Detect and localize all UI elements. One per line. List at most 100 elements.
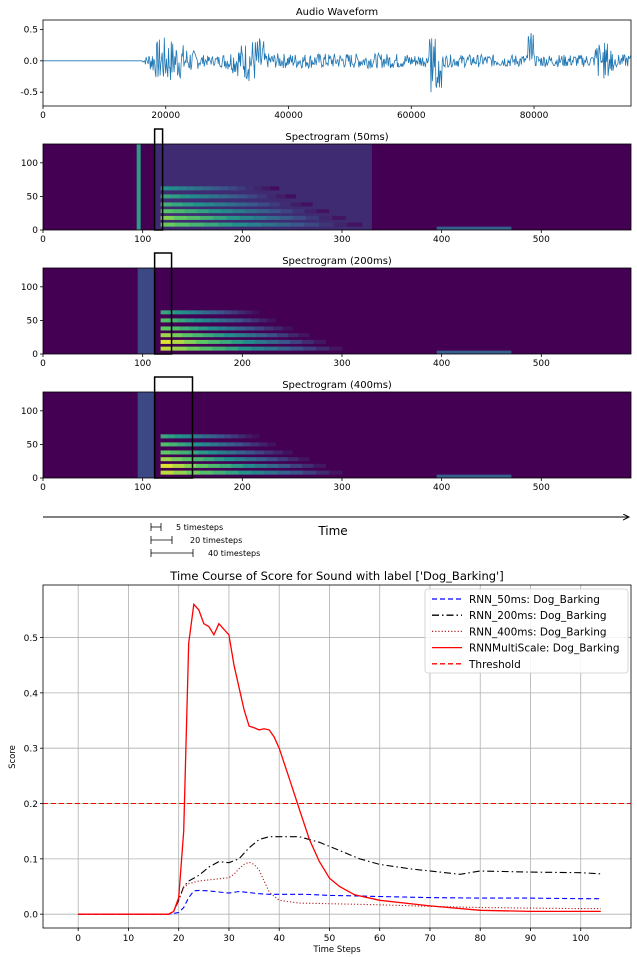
spectrogram-band-segment bbox=[225, 346, 239, 351]
spectrogram-band-segment bbox=[256, 209, 270, 214]
spectrogram-band-segment bbox=[290, 470, 304, 475]
spectrogram-band-segment bbox=[201, 442, 211, 447]
spectrogram-band-segment bbox=[251, 310, 260, 315]
spectrogram-band-segment bbox=[267, 318, 277, 323]
spectrogram-band-segment bbox=[236, 202, 248, 207]
spectrogram-band-segment bbox=[216, 326, 227, 331]
spectrogram-y-tick-label: 100 bbox=[21, 283, 38, 293]
spectrogram-band-segment bbox=[160, 457, 172, 462]
spectrogram-band-segment bbox=[199, 194, 210, 199]
spectrogram-band-segment bbox=[171, 202, 183, 207]
spectrogram-band-segment bbox=[172, 463, 185, 468]
spectrogram-band-segment bbox=[232, 222, 248, 227]
score-x-tick-label: 40 bbox=[273, 934, 285, 944]
spectrogram-band-segment bbox=[184, 463, 197, 468]
spectrogram-band-segment bbox=[316, 209, 330, 214]
spectrogram-band-segment bbox=[195, 463, 209, 468]
spectrogram-band-segment bbox=[195, 310, 204, 315]
spectrogram-band-segment bbox=[188, 450, 199, 455]
spectrogram-band-segment bbox=[287, 333, 299, 338]
spectrogram-band-segment bbox=[230, 434, 239, 439]
spectrogram-onset bbox=[137, 392, 155, 478]
score-x-tick-label: 60 bbox=[374, 934, 386, 944]
spectrogram-band-segment bbox=[244, 434, 253, 439]
spectrogram-low-energy bbox=[436, 474, 512, 478]
highlight-box bbox=[153, 128, 164, 231]
spectrogram-band-segment bbox=[292, 209, 306, 214]
spectrogram-band-segment bbox=[184, 339, 197, 344]
spectrogram-y-tick-label: 0 bbox=[32, 226, 38, 236]
spectrogram-x-tick-label: 500 bbox=[533, 483, 550, 493]
waveform-x-tick-label: 0 bbox=[40, 111, 46, 121]
spectrogram-band-segment bbox=[193, 442, 203, 447]
spectrogram-x-tick-label: 0 bbox=[40, 235, 46, 245]
spectrogram-band-segment bbox=[304, 209, 318, 214]
spectrogram-band-segment bbox=[181, 457, 193, 462]
spectrogram-band-segment bbox=[282, 326, 293, 331]
spectrogram-band-segment bbox=[285, 194, 296, 199]
spectrogram-band-segment bbox=[198, 450, 209, 455]
spectrogram-band-segment bbox=[202, 457, 215, 462]
spectrogram-band-segment bbox=[318, 215, 333, 220]
spectrogram-band-segment bbox=[254, 339, 268, 344]
spectrogram-band-segment bbox=[186, 215, 201, 220]
spectrogram-band-segment bbox=[203, 202, 216, 207]
spectrogram-band-segment bbox=[225, 470, 239, 475]
spectrogram-band-segment bbox=[171, 333, 183, 338]
spectrogram-band-segment bbox=[226, 442, 235, 447]
spectrogram-band-segment bbox=[266, 215, 280, 220]
spectrogram-200ms-title: Spectrogram (200ms) bbox=[282, 256, 392, 267]
spectrogram-band-segment bbox=[179, 326, 190, 331]
spectrogram-band-segment bbox=[179, 194, 191, 199]
spectrogram-band-segment bbox=[290, 463, 303, 468]
spectrogram-band-segment bbox=[200, 215, 214, 220]
spectrogram-band-segment bbox=[298, 333, 310, 338]
spectrogram-band-segment bbox=[270, 186, 280, 191]
spectrogram-band-segment bbox=[226, 326, 237, 331]
spectrogram-x-tick-label: 300 bbox=[333, 483, 350, 493]
spectrogram-band-segment bbox=[279, 215, 294, 220]
score-x-tick-label: 90 bbox=[525, 934, 537, 944]
waveform-axes-frame bbox=[42, 19, 632, 107]
spectrogram-band-segment bbox=[238, 470, 252, 475]
spectrogram-band-segment bbox=[316, 346, 330, 351]
spectrogram-band-segment bbox=[220, 209, 234, 214]
spectrogram-band-segment bbox=[263, 450, 274, 455]
spectrogram-band-segment bbox=[290, 346, 304, 351]
spectrogram-band-segment bbox=[160, 463, 173, 468]
spectrogram-band-segment bbox=[261, 222, 277, 227]
spectrogram-band-segment bbox=[273, 326, 284, 331]
spectrogram-band-segment bbox=[219, 339, 232, 344]
spectrogram-band-segment bbox=[160, 442, 170, 447]
spectrogram-band-segment bbox=[169, 450, 180, 455]
spectrogram-400ms-panel: Spectrogram (400ms) 0 100 200 300 400 500 0 50 1… bbox=[21, 376, 632, 493]
spectrogram-band-segment bbox=[169, 326, 180, 331]
spectrogram-band-segment bbox=[235, 326, 246, 331]
spectrogram-band-segment bbox=[239, 215, 254, 220]
spectrogram-background bbox=[43, 392, 631, 478]
spectrogram-band-segment bbox=[174, 310, 183, 315]
spectrogram-band-segment bbox=[277, 457, 289, 462]
spectrogram-band-segment bbox=[261, 186, 271, 191]
spectrogram-band-segment bbox=[186, 346, 200, 351]
spectrogram-band-segment bbox=[226, 318, 235, 323]
score-x-tick-label: 70 bbox=[424, 934, 436, 944]
spectrogram-band-segment bbox=[259, 442, 268, 447]
spectrogram-band-segment bbox=[237, 310, 246, 315]
spectrogram-band-segment bbox=[245, 333, 257, 338]
spectrogram-band-segment bbox=[303, 470, 317, 475]
spectrogram-band-segment bbox=[234, 442, 244, 447]
spectrogram-band-segment bbox=[304, 222, 320, 227]
spectrogram-band-segment bbox=[252, 215, 267, 220]
spectrogram-band-segment bbox=[318, 222, 334, 227]
spectrogram-x-tick-label: 100 bbox=[134, 483, 151, 493]
spectrogram-x-tick-label: 500 bbox=[533, 235, 550, 245]
spectrogram-band-segment bbox=[268, 202, 281, 207]
spectrogram-band-segment bbox=[199, 346, 213, 351]
spectrogram-band-segment bbox=[209, 318, 219, 323]
score-x-tick-label: 80 bbox=[475, 934, 487, 944]
score-y-tick-label: 0.2 bbox=[24, 800, 38, 810]
spectrogram-band-segment bbox=[182, 202, 194, 207]
spectrogram-band-segment bbox=[257, 202, 270, 207]
spectrogram-band-segment bbox=[193, 202, 205, 207]
